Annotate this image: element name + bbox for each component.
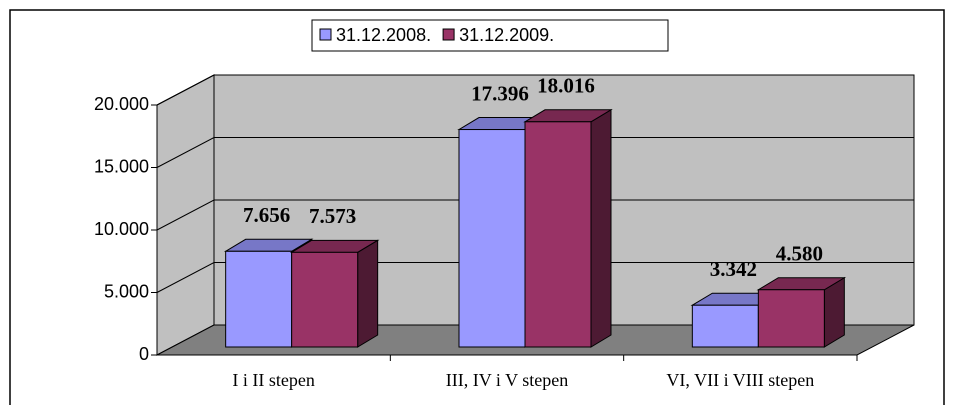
value-label: 7.573 [309,204,356,228]
value-label: 7.656 [243,203,290,227]
x-tick-label: III, IV i V stepen [446,370,568,390]
bar [225,250,293,348]
bar [524,121,592,348]
x-tick-label: I i II stepen [232,370,314,390]
legend-label: 31.12.2008. [336,25,431,45]
legend-swatch [442,28,455,41]
y-tick-label: 15.000 [94,156,149,176]
value-label: 17.396 [471,81,529,105]
value-label: 4.580 [776,242,823,266]
legend-label: 31.12.2009. [459,25,554,45]
bar-side [357,239,379,348]
x-tick-label: VI, VII i VIII stepen [666,370,814,390]
bar [691,304,759,348]
y-tick-label: 5.000 [104,281,149,301]
bar [458,129,526,348]
bar [291,251,359,348]
value-label: 18.016 [537,74,595,98]
y-tick-label: 0 [139,344,149,364]
y-tick-label: 10.000 [94,219,149,239]
bar [757,289,825,348]
bar-side [590,108,612,348]
legend-swatch [319,28,332,41]
y-tick-label: 20.000 [94,94,149,114]
grid-line [156,137,914,168]
value-label: 3.342 [710,257,757,281]
grid-line [156,199,914,231]
grid-line [156,262,914,293]
grid-line [156,74,914,106]
legend [311,19,669,52]
